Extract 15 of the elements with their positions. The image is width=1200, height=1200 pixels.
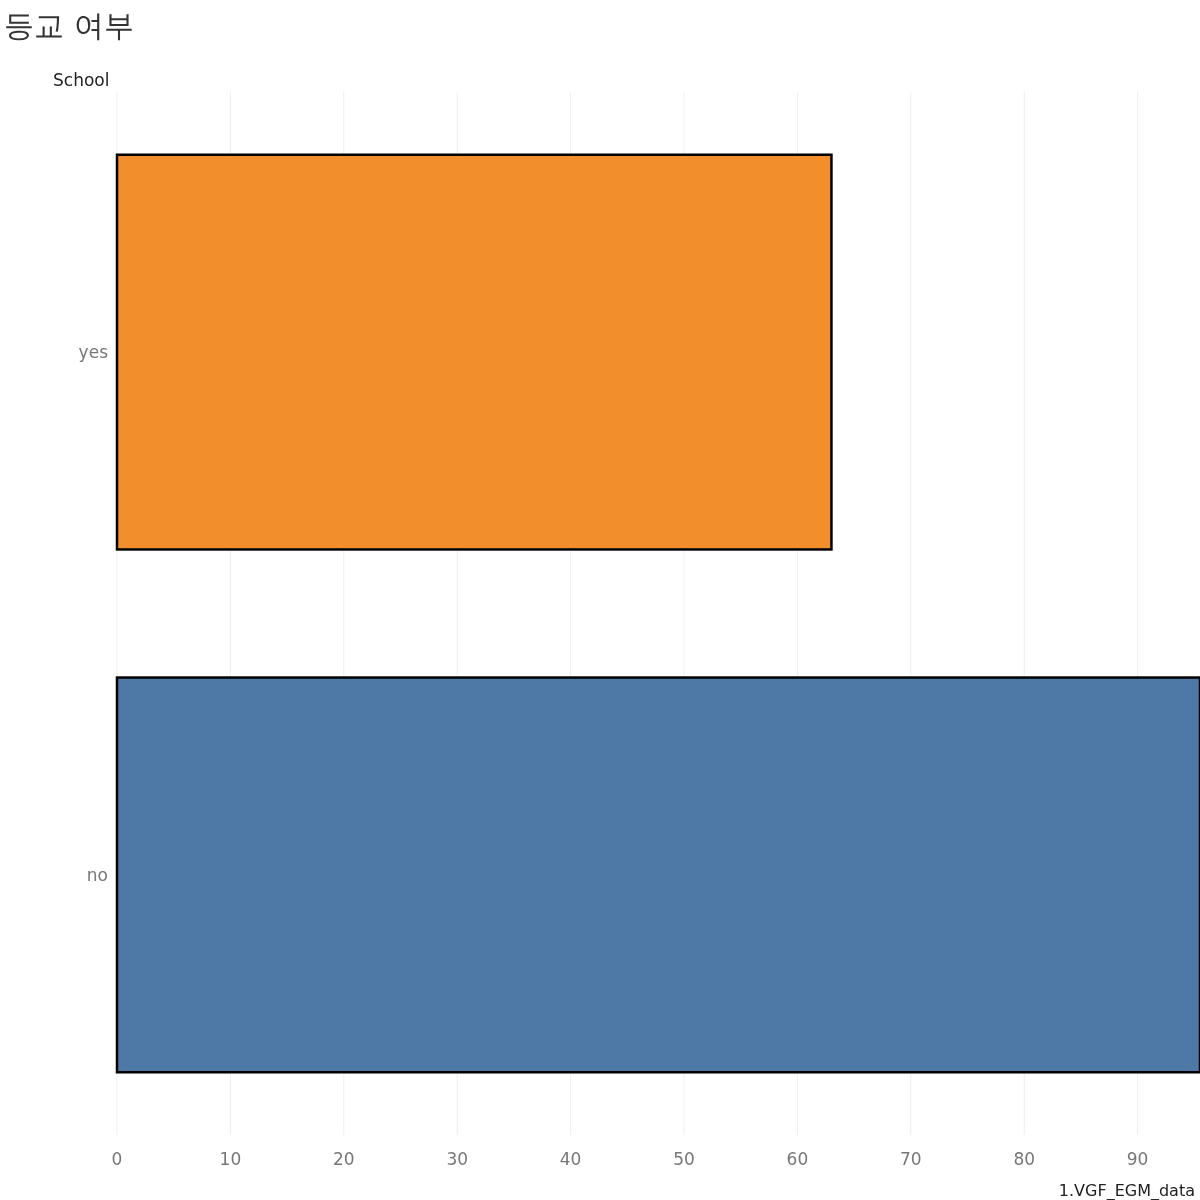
- chart-title: 등교 여부: [4, 8, 134, 43]
- x-tick-label: 30: [446, 1149, 469, 1169]
- x-tick-label: 0: [111, 1149, 123, 1169]
- x-axis-title: 1.VGF_EGM_data: [1058, 1181, 1195, 1200]
- x-tick-label: 70: [900, 1149, 922, 1169]
- x-tick-label: 50: [673, 1149, 695, 1169]
- x-tick-label: 40: [559, 1149, 582, 1169]
- x-tick-label: 90: [1126, 1149, 1149, 1169]
- x-tick-label: 10: [219, 1149, 242, 1169]
- y-axis-title: School: [53, 70, 110, 90]
- y-tick-label: no: [86, 864, 108, 885]
- x-tick-label: 20: [332, 1149, 355, 1169]
- x-tick-label: 80: [1013, 1149, 1036, 1169]
- y-tick-label: yes: [78, 342, 109, 363]
- x-tick-label: 60: [786, 1149, 809, 1169]
